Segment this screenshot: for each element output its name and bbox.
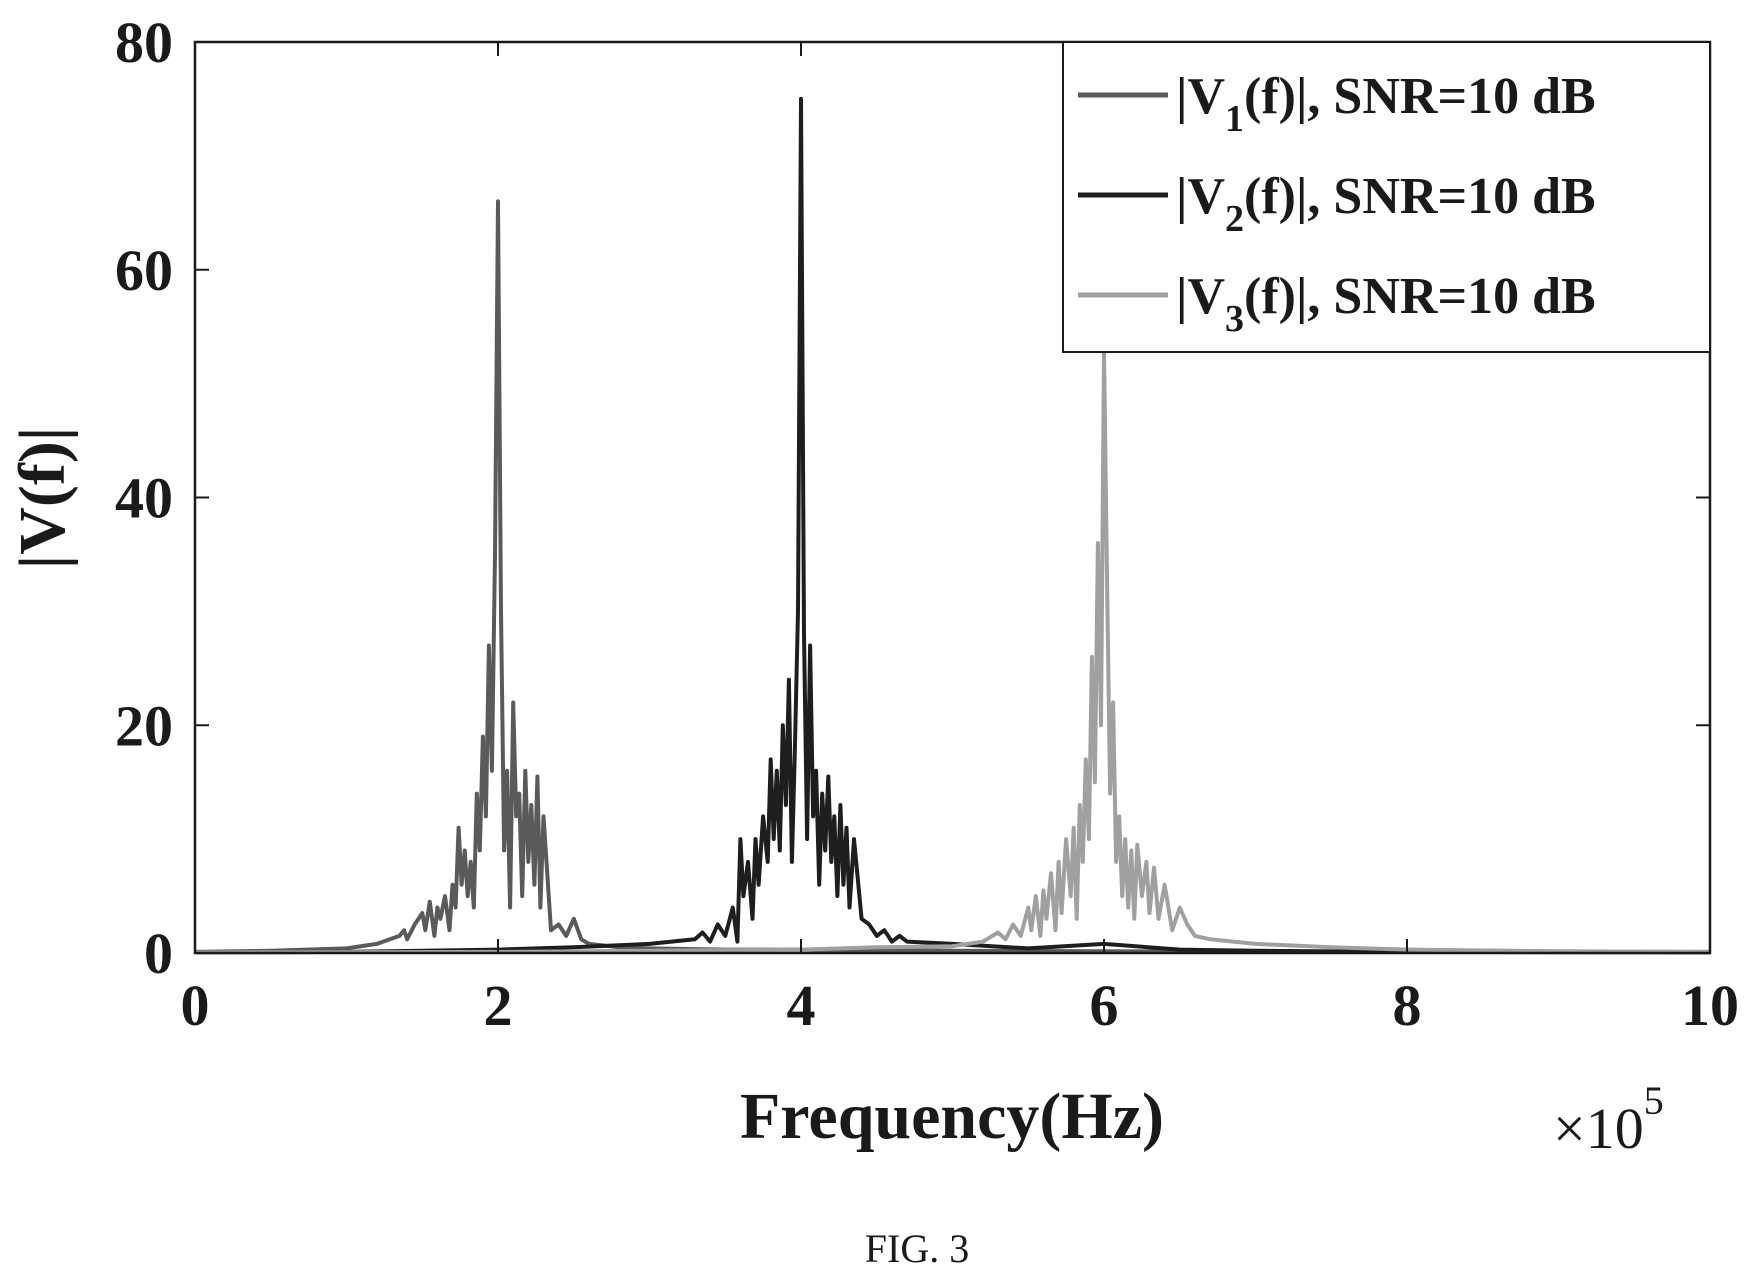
legend-box [1062, 41, 1711, 353]
x-tick-label: 6 [1090, 973, 1119, 1038]
x-multiplier-exponent: 5 [1644, 1078, 1664, 1123]
ticks-layer: 0 2 4 6 8 10 0 20 40 60 80 [115, 10, 1739, 1038]
x-tick-label: 8 [1393, 973, 1422, 1038]
series-line-1 [194, 199, 1710, 954]
series-line-2 [194, 96, 1711, 955]
y-tick-label: 20 [115, 693, 173, 758]
figure-caption: FIG. 3 [865, 1226, 969, 1271]
x-tick-label: 10 [1681, 973, 1739, 1038]
y-axis-title: |V(f)| [6, 427, 79, 570]
legend-label-3: |V3(f)|, SNR=10 dB [1176, 268, 1596, 340]
legend-label-prefix: |V [1176, 68, 1225, 125]
x-axis-title: Frequency(Hz) [740, 1080, 1164, 1153]
legend-label-subscript: 2 [1225, 198, 1244, 240]
legend-label-subscript: 1 [1225, 98, 1244, 140]
x-multiplier: ×105 [1553, 1078, 1664, 1161]
x-tick-label: 2 [484, 973, 513, 1038]
legend-label-1: |V1(f)|, SNR=10 dB [1176, 68, 1596, 140]
x-tick-label: 4 [787, 973, 816, 1038]
legend-label-suffix: (f)|, SNR=10 dB [1244, 68, 1596, 125]
series-layer [194, 96, 1711, 955]
x-multiplier-base: ×10 [1553, 1096, 1644, 1161]
series-line-3 [194, 347, 1711, 955]
legend-label-suffix: (f)|, SNR=10 dB [1244, 168, 1596, 225]
y-tick-label: 80 [115, 10, 173, 75]
legend-label-2: |V2(f)|, SNR=10 dB [1176, 168, 1596, 240]
y-tick-label: 0 [144, 921, 173, 986]
y-tick-label: 60 [115, 238, 173, 303]
legend-label-subscript: 3 [1225, 298, 1244, 340]
legend-label-suffix: (f)|, SNR=10 dB [1244, 268, 1596, 325]
legend: |V1(f)|, SNR=10 dB|V2(f)|, SNR=10 dB|V3(… [1062, 41, 1711, 353]
legend-label-prefix: |V [1176, 168, 1225, 225]
legend-label-prefix: |V [1176, 268, 1225, 325]
x-tick-label: 0 [181, 973, 210, 1038]
y-tick-label: 40 [115, 466, 173, 531]
